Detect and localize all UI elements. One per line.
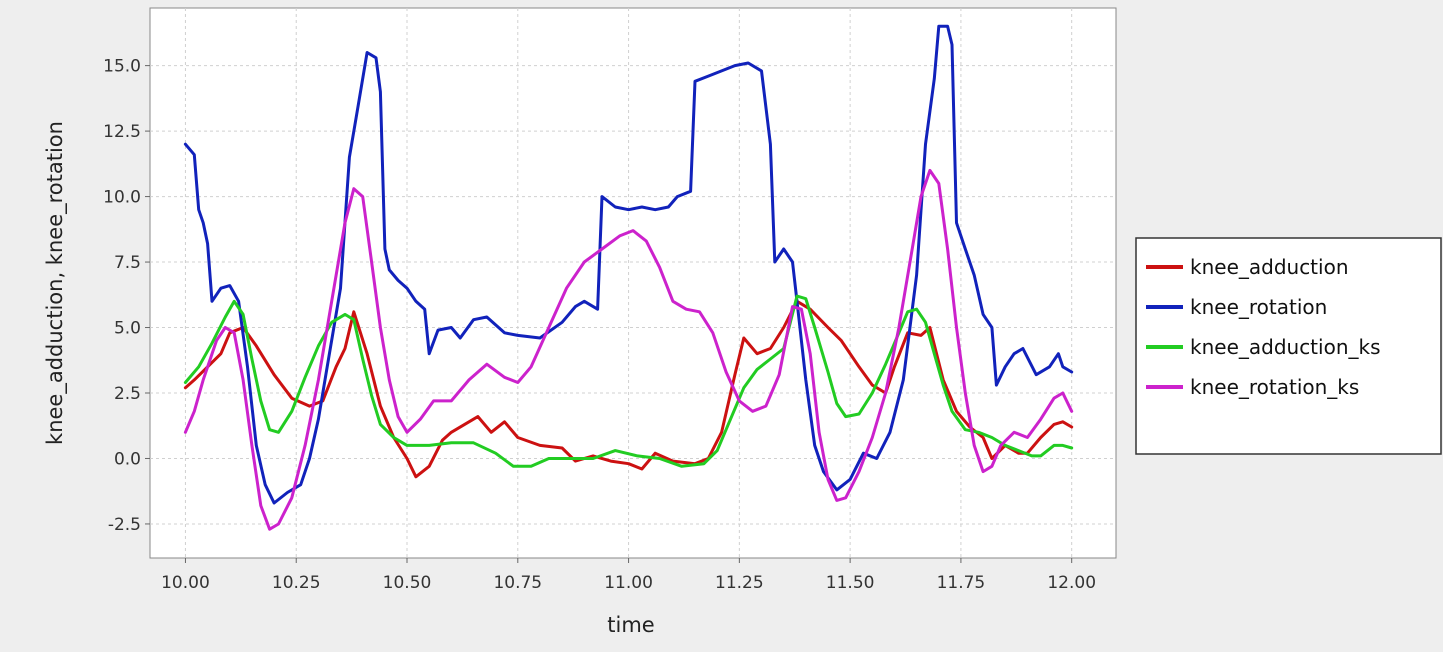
legend-label: knee_rotation (1190, 295, 1327, 319)
y-tick-label: 12.5 (103, 122, 141, 142)
series-line-knee-rotation-ks (183, 168, 1074, 531)
x-axis-title: time (607, 613, 654, 637)
x-tick-label: 11.75 (937, 573, 986, 593)
legend-label: knee_adduction_ks (1190, 335, 1381, 359)
y-tick-label: 15.0 (103, 57, 141, 77)
legend: knee_adduction knee_rotation knee_adductio… (1135, 237, 1442, 455)
series-line-knee-rotation (183, 24, 1074, 505)
x-tick-label: 10.00 (161, 573, 210, 593)
x-tick-label: 11.50 (826, 573, 875, 593)
y-tick-label: 0.0 (114, 449, 141, 469)
plot-series (183, 24, 1074, 531)
x-tick-label: 12.00 (1047, 573, 1096, 593)
y-tick-label: 10.0 (103, 188, 141, 208)
y-tick-label: 7.5 (114, 253, 141, 273)
y-tick-label: -2.5 (108, 515, 141, 535)
x-tick-label: 11.25 (715, 573, 764, 593)
x-tick-label: 10.25 (272, 573, 321, 593)
axis-ticks: 10.00 10.25 10.50 10.75 11.00 11.25 11.50 11.75… (103, 57, 1096, 593)
x-tick-label: 10.50 (383, 573, 432, 593)
y-axis-title: knee_adduction, knee_rotation (43, 121, 68, 445)
plot-area (149, 7, 1117, 559)
y-tick-label: 5.0 (114, 319, 141, 339)
x-tick-label: 10.75 (493, 573, 542, 593)
legend-box (1135, 237, 1442, 455)
legend-label: knee_adduction (1190, 255, 1349, 279)
series-line-knee-adduction-ks (183, 294, 1074, 468)
x-tick-label: 11.00 (604, 573, 653, 593)
y-tick-label: 2.5 (114, 384, 141, 404)
legend-label: knee_rotation_ks (1190, 375, 1359, 399)
